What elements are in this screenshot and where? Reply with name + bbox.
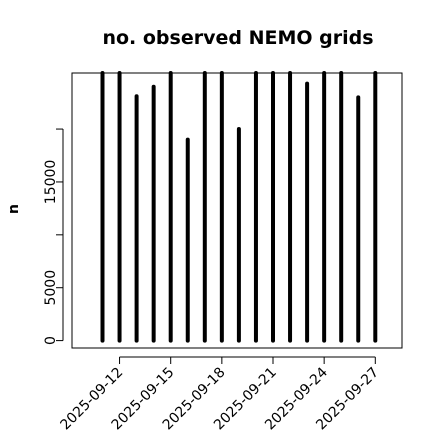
y-tick-label: 0: [43, 336, 59, 345]
chart-title: no. observed NEMO grids: [102, 27, 373, 49]
y-axis: 0 5000 15000: [43, 128, 64, 345]
y-axis-label: n: [6, 204, 22, 214]
y-tick-label: 5000: [43, 270, 59, 306]
x-axis: 2025-09-122025-09-152025-09-182025-09-21…: [58, 356, 382, 433]
bars-layer: [100, 71, 378, 343]
y-tick-label: 15000: [43, 160, 59, 205]
plot-frame: [71, 72, 403, 349]
